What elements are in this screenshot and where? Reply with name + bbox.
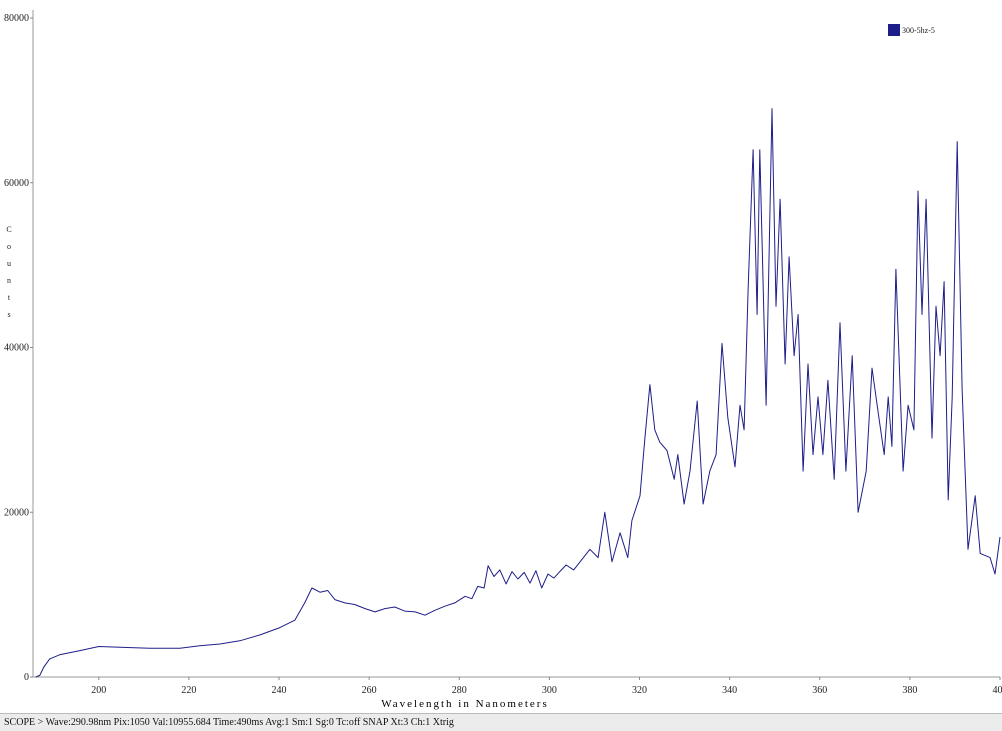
x-tick-label: 280 [452, 685, 467, 696]
x-tick-label: 320 [632, 685, 647, 696]
x-tick-label: 240 [272, 685, 287, 696]
x-tick-label: 380 [902, 685, 917, 696]
x-tick-label: 300 [542, 685, 557, 696]
x-tick-label: 220 [181, 685, 196, 696]
legend-label: 300-5hz-5 [902, 26, 935, 35]
spectrum-line [35, 108, 1001, 678]
y-tick-label: 0 [24, 672, 29, 683]
x-tick-label: 340 [722, 685, 737, 696]
y-tick-label: 20000 [4, 507, 29, 518]
legend-swatch [888, 24, 900, 36]
x-tick-label: 260 [362, 685, 377, 696]
y-tick-label: 60000 [4, 178, 29, 189]
status-bar: SCOPE > Wave:290.98nm Pix:1050 Val:10955… [0, 713, 1002, 731]
x-tick-label: 360 [812, 685, 827, 696]
y-tick-label: 80000 [4, 13, 29, 24]
chart: Wavelength in Nanometers 0 20000 40000 6000… [4, 10, 1002, 710]
y-tick-label: 40000 [4, 343, 29, 354]
x-axis-label: Wavelength in Nanometers [381, 698, 548, 710]
x-tick-label: 200 [91, 685, 106, 696]
x-tick-label: 400 [993, 685, 1002, 696]
